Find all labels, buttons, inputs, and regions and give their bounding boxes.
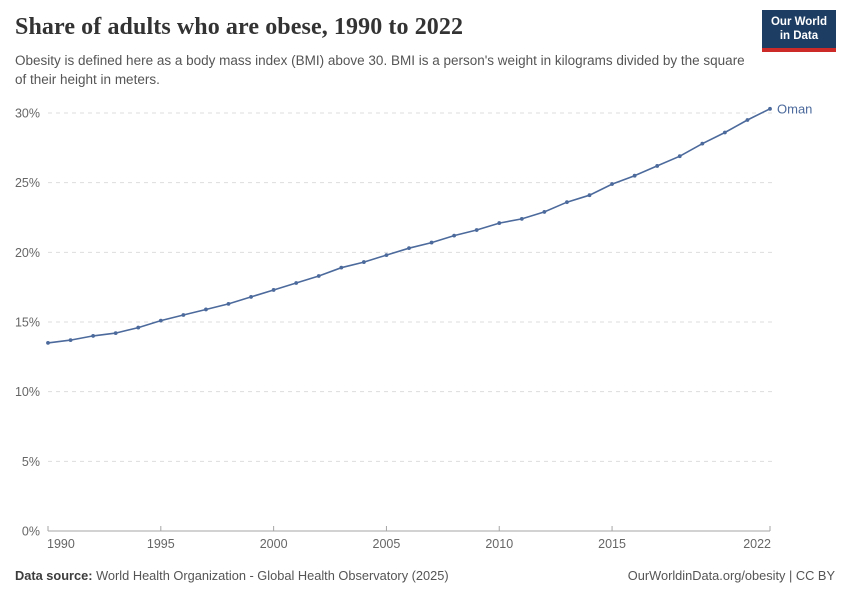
data-point[interactable] bbox=[158, 318, 163, 323]
x-axis-tick-label: 2010 bbox=[485, 537, 513, 551]
data-point[interactable] bbox=[655, 164, 660, 168]
data-point[interactable] bbox=[204, 307, 208, 312]
data-point[interactable] bbox=[136, 325, 141, 330]
y-axis-tick-label: 10% bbox=[15, 385, 40, 399]
data-point[interactable] bbox=[610, 182, 614, 186]
data-line[interactable] bbox=[47, 108, 771, 344]
y-axis-tick-label: 5% bbox=[22, 455, 40, 469]
data-point[interactable] bbox=[497, 221, 502, 225]
attribution-link[interactable]: OurWorldinData.org/obesity | CC BY bbox=[627, 568, 835, 583]
data-point[interactable] bbox=[384, 253, 389, 258]
data-point[interactable] bbox=[361, 260, 366, 264]
data-point[interactable] bbox=[677, 154, 682, 159]
data-point[interactable] bbox=[452, 233, 457, 238]
chart-footer: Data source: World Health Organization -… bbox=[15, 568, 835, 583]
data-point[interactable] bbox=[700, 141, 705, 146]
x-axis-tick-label: 2005 bbox=[373, 537, 401, 551]
data-point[interactable] bbox=[68, 338, 73, 343]
y-axis-tick-label: 20% bbox=[15, 246, 40, 260]
owid-logo-line1: Our World bbox=[770, 16, 827, 28]
data-point[interactable] bbox=[587, 193, 592, 198]
data-point[interactable] bbox=[474, 228, 479, 232]
data-point[interactable] bbox=[407, 246, 411, 251]
data-source-label: Data source: bbox=[15, 568, 93, 583]
page-title: Share of adults who are obese, 1990 to 2… bbox=[15, 14, 464, 40]
data-point[interactable] bbox=[113, 331, 118, 336]
data-point[interactable] bbox=[46, 341, 50, 345]
data-point[interactable] bbox=[429, 240, 434, 245]
data-point[interactable] bbox=[339, 265, 344, 270]
y-axis-tick-label: 30% bbox=[15, 107, 40, 121]
data-source-link[interactable]: World Health Organization - Global Healt… bbox=[92, 568, 449, 583]
y-axis-tick-label: 0% bbox=[22, 525, 40, 539]
x-axis-tick-label: 2000 bbox=[260, 537, 288, 551]
data-point[interactable] bbox=[91, 334, 96, 338]
chart-subtitle: Obesity is defined here as a body mass i… bbox=[15, 53, 745, 87]
x-axis-tick-label: 1990 bbox=[47, 537, 75, 551]
data-point[interactable] bbox=[768, 106, 772, 111]
data-point[interactable] bbox=[722, 130, 727, 135]
y-axis-tick-label: 25% bbox=[15, 176, 40, 190]
data-point[interactable] bbox=[316, 274, 321, 278]
y-axis-tick-label: 15% bbox=[15, 316, 40, 330]
data-point[interactable] bbox=[271, 288, 276, 292]
data-point[interactable] bbox=[181, 313, 186, 317]
data-point[interactable] bbox=[226, 301, 231, 306]
data-point[interactable] bbox=[565, 200, 569, 205]
x-axis-tick-label: 2022 bbox=[743, 537, 771, 551]
data-source-note: Data source: World Health Organization -… bbox=[15, 568, 449, 583]
data-point[interactable] bbox=[745, 118, 750, 122]
owid-logo-line2: in Data bbox=[779, 30, 819, 43]
series-label[interactable]: Oman bbox=[777, 101, 812, 116]
data-point[interactable] bbox=[519, 216, 524, 221]
data-point[interactable] bbox=[632, 173, 637, 178]
owid-logo[interactable]: Our World in Data bbox=[761, 10, 836, 52]
data-point[interactable] bbox=[249, 295, 253, 299]
x-axis-tick-label: 2015 bbox=[598, 537, 626, 551]
x-axis-tick-label: 1995 bbox=[147, 537, 175, 551]
data-point[interactable] bbox=[294, 281, 299, 285]
data-point[interactable] bbox=[542, 210, 547, 214]
